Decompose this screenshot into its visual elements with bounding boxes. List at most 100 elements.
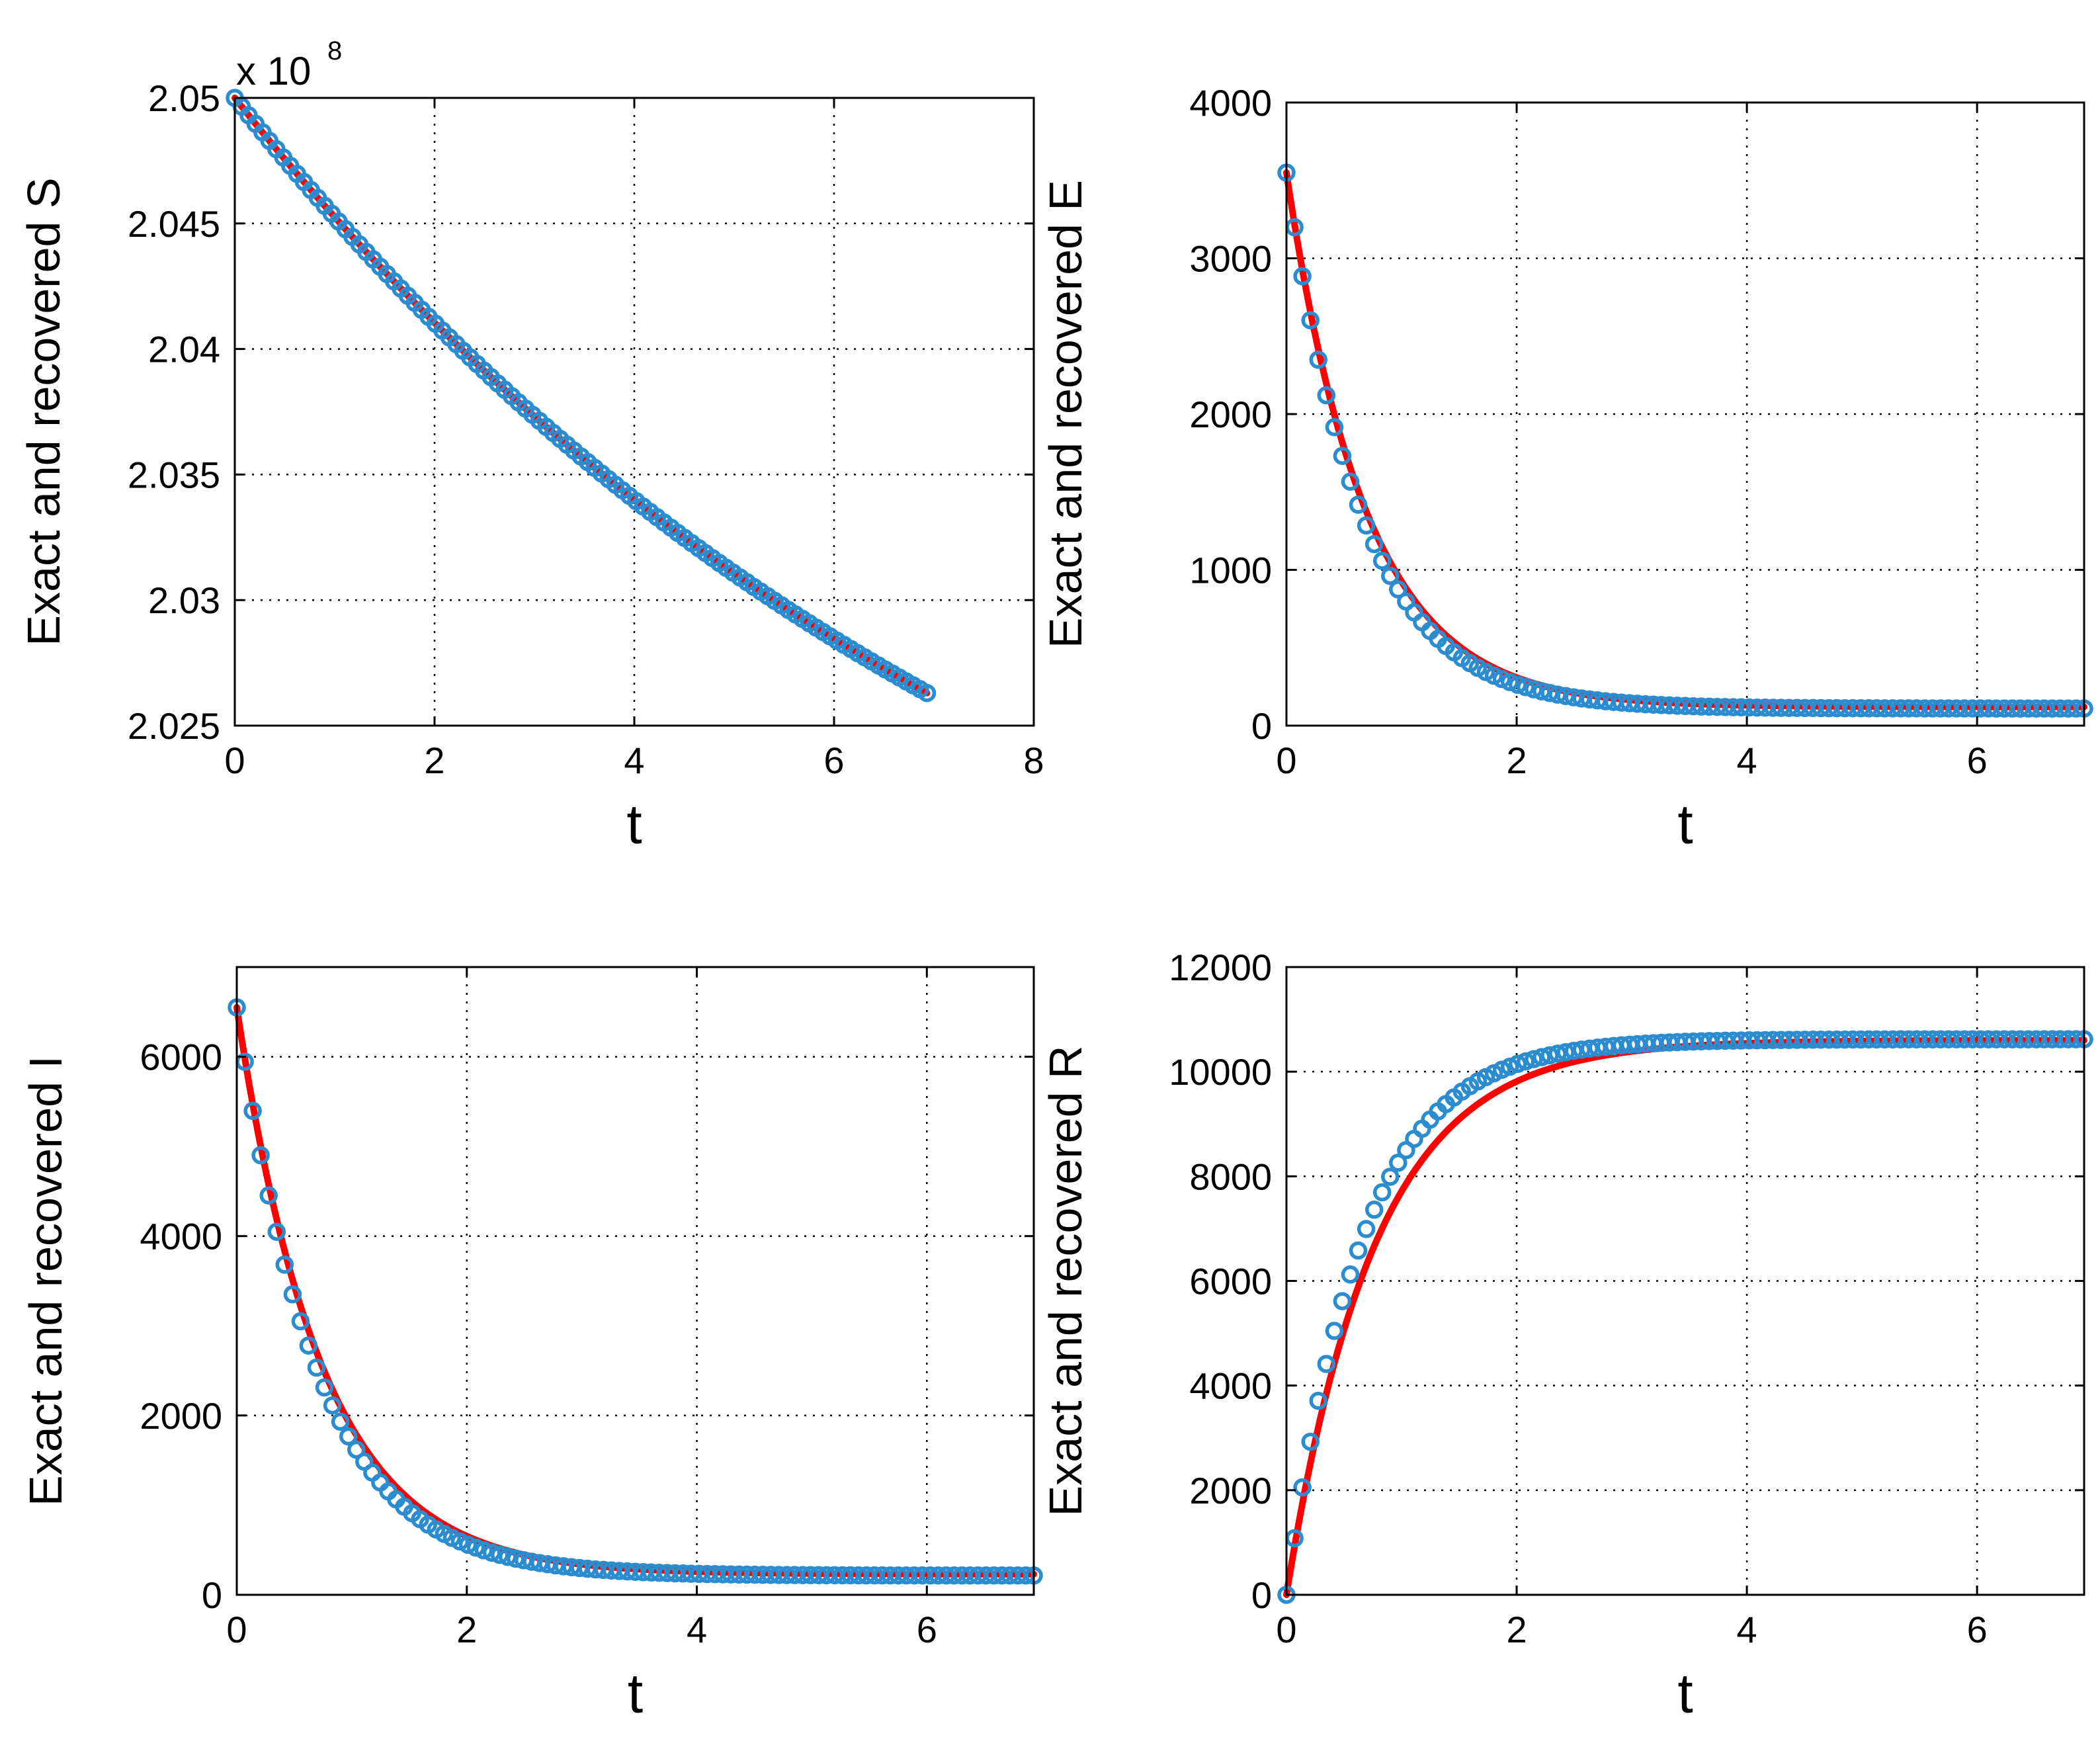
x-tick-label: 2 [424,740,444,781]
y-tick-label: 2.035 [128,454,220,495]
series-recovered-marker [490,1545,509,1564]
series-recovered-marker [1357,516,1376,535]
series-recovered-marker [1372,1183,1392,1202]
series-recovered-marker [1333,446,1352,465]
y-tick-label: 0 [1251,1574,1272,1616]
series-recovered-marker [1548,1044,1567,1063]
x-tick-label: 0 [226,1609,247,1650]
series-recovered-marker [1540,1046,1559,1065]
axes-box [235,966,1035,1596]
series-recovered-marker [1381,566,1400,585]
chart-E: 0 2 4 6 0 1000 2000 3000 4000 t Exact and recovere… [1040,82,2093,855]
series-recovered-marker [1389,1154,1407,1172]
series-recovered-marker [1357,1220,1376,1238]
series-recovered-marker [331,1412,350,1431]
y-tick-label: 2.03 [148,579,220,621]
series-recovered-marker [498,1547,517,1566]
series-recovered-marker [1301,1432,1320,1451]
y-tick-label: 1000 [1189,550,1272,591]
y-tick-label: 6000 [1189,1261,1272,1302]
x-tick-label: 4 [624,740,644,781]
series-recovered-marker [482,1543,501,1562]
series-recovered-marker [1389,580,1407,599]
series-recovered-marker [1500,1057,1519,1076]
series-recovered-marker [1540,683,1559,702]
x-tick-label: 6 [1967,1609,1988,1650]
series-recovered-marker [507,1549,525,1568]
series-recovered-marker [1333,1292,1352,1310]
series-recovered-marker [1525,680,1543,699]
x-tick-label: 6 [917,1609,937,1650]
chart-I: 0 2 4 6 0 2000 4000 6000 t Exact and recovered I [20,966,1043,1724]
series-recovered-marker [315,1378,334,1397]
series-recovered-marker [1341,472,1360,491]
x-axis-label: t [1677,1662,1693,1724]
series-recovered-marker [1372,552,1392,570]
y-exponent-label: x 10 [236,49,311,93]
chart-R: 0 2 4 6 0 2000 4000 6000 8000 10000 12000 t Exact an… [1040,947,2093,1724]
series-recovered-marker [1317,1355,1336,1373]
y-tick-label: 2.04 [148,329,220,370]
series-recovered-marker [243,1101,262,1121]
y-tick-label: 2000 [1189,394,1272,435]
series-recovered-marker [259,1186,278,1205]
x-tick-label: 4 [1737,740,1757,781]
y-tick-label: 2000 [140,1395,222,1437]
series-recovered-marker [1309,1391,1327,1410]
series-recovered-marker [1517,1052,1535,1071]
series-recovered-marker [267,1222,286,1241]
series-recovered-marker [323,1396,342,1415]
series-recovered-marker [283,1285,302,1304]
series-recovered-marker [1508,675,1527,694]
x-tick-label: 2 [1506,1609,1527,1650]
x-tick-label: 4 [687,1609,707,1650]
series-recovered-marker [1500,673,1519,691]
series-recovered-marker [291,1312,310,1331]
series-recovered-marker [515,1551,533,1570]
series-recovered-marker [1365,534,1384,554]
series-recovered-marker [1508,1054,1527,1074]
y-exponent-power: 8 [327,36,342,65]
y-tick-label: 3000 [1189,238,1272,280]
y-tick-label: 4000 [140,1216,222,1257]
series-recovered-marker [1533,682,1551,700]
series-recovered-marker [466,1538,485,1557]
x-tick-label: 6 [823,740,844,781]
series-recovered-marker [1293,267,1312,286]
y-axis-label: Exact and recovered R [1040,1045,1091,1516]
y-tick-label: 0 [202,1574,222,1616]
series-recovered-marker [1548,685,1567,704]
y-tick-label: 2.05 [148,77,220,119]
y-tick-label: 2.025 [128,705,220,747]
series-recovered-marker [1317,386,1336,405]
x-tick-label: 2 [456,1609,477,1650]
series-recovered-marker [347,1440,366,1459]
series-recovered-marker [1349,495,1368,514]
y-tick-label: 2000 [1189,1470,1272,1511]
series-recovered-marker [1365,1201,1384,1219]
series-recovered-marker [339,1427,358,1446]
series-recovered-marker [1293,1478,1312,1497]
series-recovered-marker [275,1255,294,1274]
y-tick-label: 12000 [1169,947,1272,988]
x-axis-label: t [1677,793,1693,855]
x-axis-label: t [628,1662,643,1724]
series-recovered-marker [1325,418,1344,437]
x-tick-label: 8 [1023,740,1044,781]
x-tick-label: 2 [1506,740,1527,781]
series-recovered-marker [299,1336,318,1355]
series-recovered-marker [1325,1322,1344,1340]
y-tick-label: 2.045 [128,203,220,245]
series-recovered-marker [474,1541,493,1560]
y-tick-label: 10000 [1169,1051,1272,1093]
series-recovered-marker [1341,1265,1360,1284]
series-recovered-marker [1349,1241,1368,1260]
series-recovered-marker [307,1358,326,1377]
y-tick-label: 0 [1251,705,1272,747]
y-axis-label: Exact and recovered I [20,1056,71,1506]
series-recovered-marker [1381,1167,1400,1186]
y-axis-label: Exact and recovered S [18,177,69,646]
series-recovered-marker [1309,351,1327,369]
series-recovered-marker [1533,1048,1551,1066]
series-recovered-marker [917,683,937,702]
